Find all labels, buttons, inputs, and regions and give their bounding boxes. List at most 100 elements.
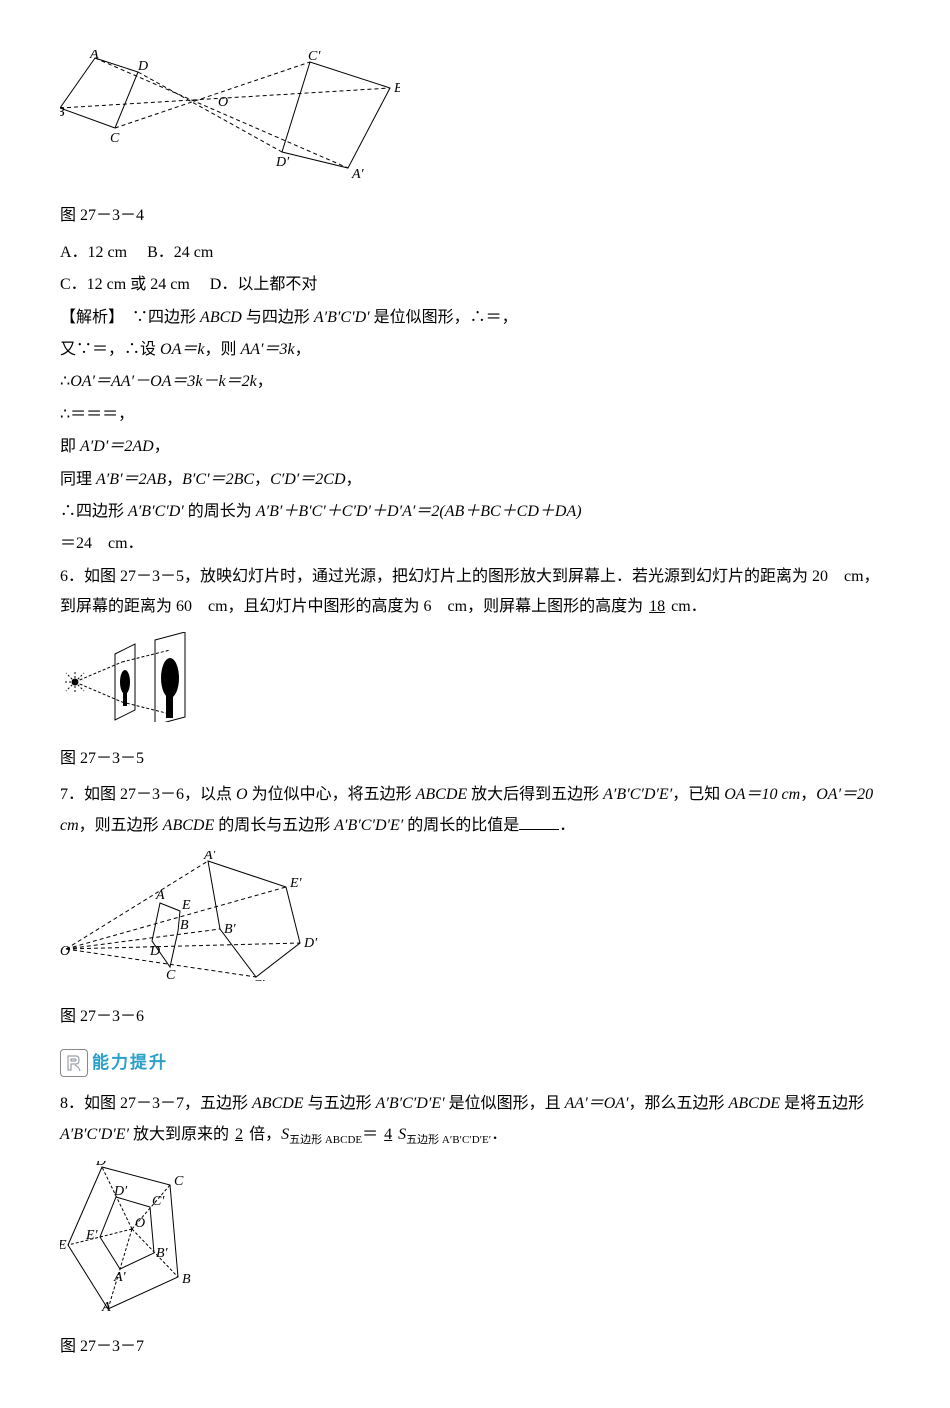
- svg-text:C: C: [166, 968, 176, 981]
- q5-explanation-line8: ＝24 cm．: [60, 529, 890, 559]
- svg-text:B′: B′: [224, 922, 237, 937]
- q5-explanation-line3: ∴OA′＝AA′－OA＝3k－k＝2k，: [60, 367, 890, 397]
- svg-text:C′: C′: [252, 978, 265, 981]
- text: ，: [800, 786, 816, 803]
- q8-answer1: 2: [229, 1126, 249, 1143]
- q5-opt-d: D．以上都不对: [210, 276, 318, 293]
- text: 的周长的比值是: [403, 817, 519, 834]
- svg-text:A: A: [89, 50, 99, 62]
- pentagon-abcde-q8: ABCDE: [252, 1095, 304, 1112]
- text: 是位似图形，且: [445, 1095, 565, 1112]
- figure-27-3-5: [60, 632, 890, 733]
- cd-prime: C′D′＝2CD: [270, 471, 345, 488]
- text: 7．如图 27－3－6，以点: [60, 786, 236, 803]
- quadrilateral-dilation-diagram: ABCDOA′B′C′D′: [60, 50, 400, 180]
- text: 8．如图 27－3－7，五边形: [60, 1095, 252, 1112]
- pentagon-abcde-prime: A′B′C′D′E′: [603, 786, 672, 803]
- ab-prime: A′B′＝2AB: [96, 471, 166, 488]
- text: ，已知: [672, 786, 724, 803]
- text: ．: [491, 1126, 507, 1143]
- text: 放大后得到五边形: [467, 786, 603, 803]
- q6-stem: 6．如图 27－3－5，放映幻灯片时，通过光源，把幻灯片上的图形放大到屏幕上．若…: [60, 568, 880, 615]
- figure-27-3-4: ABCDOA′B′C′D′: [60, 50, 890, 191]
- svg-text:B: B: [180, 918, 189, 933]
- text: ，则: [204, 341, 240, 358]
- figure-27-3-7: OABCDEA′B′C′D′E′: [60, 1161, 890, 1322]
- q5-explanation-line4: ∴＝＝＝，: [60, 400, 890, 430]
- figure-27-3-6: O AB CD E A′ B′ C′ D′ E′: [60, 851, 890, 992]
- q6-unit: cm．: [671, 598, 707, 615]
- text: 的周长与五边形: [214, 817, 334, 834]
- text: 即: [60, 438, 80, 455]
- pentagon-abcde-prime-q8: A′B′C′D′E′: [376, 1095, 445, 1112]
- svg-text:D′: D′: [303, 936, 318, 951]
- text: ，那么五边形: [629, 1095, 729, 1112]
- svg-text:D: D: [95, 1161, 106, 1169]
- svg-text:D′: D′: [275, 155, 290, 170]
- svg-text:E′: E′: [289, 876, 303, 891]
- q5-explanation-line2: 又∵＝，∴设 OA＝k，则 AA′＝3k，: [60, 335, 890, 365]
- text: ，: [254, 471, 270, 488]
- caption-27-3-4: 图 27－3－4: [60, 201, 890, 231]
- pentagon-abcde-2: ABCDE: [163, 817, 215, 834]
- perimeter-expr: A′B′＋B′C′＋C′D′＋D′A′＝2(AB＋BC＋CD＋DA): [256, 503, 582, 520]
- banner-icon: [60, 1049, 88, 1077]
- svg-text:A: A: [155, 888, 165, 903]
- q7-text: 7．如图 27－3－6，以点 O 为位似中心，将五边形 ABCDE 放大后得到五…: [60, 780, 890, 841]
- abcd: ABCD: [200, 309, 242, 326]
- text: 是将五边形: [780, 1095, 864, 1112]
- svg-text:B: B: [182, 1272, 191, 1287]
- svg-text:C: C: [110, 131, 120, 146]
- q6-text: 6．如图 27－3－5，放映幻灯片时，通过光源，把幻灯片上的图形放大到屏幕上．若…: [60, 562, 890, 623]
- svg-text:O: O: [60, 944, 70, 959]
- projector-diagram: [60, 632, 190, 722]
- svg-text:C: C: [174, 1174, 184, 1189]
- q5-opt-b: B．24 cm: [147, 244, 213, 261]
- ad-prime: A′D′＝2AD: [80, 438, 154, 455]
- q5-options-line1: A．12 cm B．24 cm: [60, 238, 890, 268]
- explanation-label: 【解析】: [60, 309, 116, 326]
- q5-explanation-line6: 同理 A′B′＝2AB，B′C′＝2BC，C′D′＝2CD，: [60, 465, 890, 495]
- svg-text:E: E: [60, 1238, 67, 1253]
- pentagon-abcde-q8-2: ABCDE: [729, 1095, 781, 1112]
- bc-prime: B′C′＝2BC: [182, 471, 254, 488]
- text: ∵四边形: [132, 309, 200, 326]
- text: 与五边形: [304, 1095, 376, 1112]
- text: 是位似图形，∴＝，: [370, 309, 518, 326]
- svg-text:B′: B′: [394, 81, 400, 96]
- text: ．: [559, 817, 575, 834]
- text: 倍，: [249, 1126, 281, 1143]
- area-sub2: 五边形 A′B′C′D′E′: [406, 1134, 491, 1146]
- text: 同理: [60, 471, 96, 488]
- text: ∴四边形: [60, 503, 128, 520]
- q8-answer2: 4: [378, 1126, 398, 1143]
- svg-text:A′: A′: [203, 851, 217, 863]
- oa-eq-k: OA＝k: [160, 341, 204, 358]
- q5-options-line2: C．12 cm 或 24 cm D．以上都不对: [60, 270, 890, 300]
- pentagon-abcde-prime-2: A′B′C′D′E′: [334, 817, 403, 834]
- area-s1: S: [281, 1126, 289, 1143]
- q5-explanation-line5: 即 A′D′＝2AD，: [60, 432, 890, 462]
- pentagon-abcde: ABCDE: [416, 786, 468, 803]
- nested-pentagon-diagram: OABCDEA′B′C′D′E′: [60, 1161, 220, 1311]
- svg-text:E: E: [181, 898, 191, 913]
- text: 为位似中心，将五边形: [248, 786, 416, 803]
- text: ∴: [60, 373, 70, 390]
- oa-prime: OA′＝AA′－OA＝3k－k＝2k: [70, 373, 257, 390]
- q7-blank: [519, 813, 559, 830]
- svg-text:D: D: [149, 944, 160, 959]
- ability-improvement-banner: 能力提升: [60, 1047, 168, 1079]
- text: 与四边形: [242, 309, 314, 326]
- area-sub1: 五边形 ABCDE: [289, 1134, 362, 1146]
- svg-text:A′: A′: [351, 167, 365, 180]
- point-o: O: [236, 786, 248, 803]
- text: 的周长为: [184, 503, 256, 520]
- q8-text: 8．如图 27－3－7，五边形 ABCDE 与五边形 A′B′C′D′E′ 是位…: [60, 1089, 890, 1150]
- text: ，: [154, 438, 170, 455]
- q6-answer: 18: [643, 598, 671, 615]
- abcd-prime: A′B′C′D′: [314, 309, 370, 326]
- caption-27-3-7: 图 27－3－7: [60, 1332, 890, 1362]
- abcd-prime-2: A′B′C′D′: [128, 503, 184, 520]
- svg-text:C′: C′: [152, 1194, 165, 1209]
- svg-text:B: B: [60, 105, 65, 120]
